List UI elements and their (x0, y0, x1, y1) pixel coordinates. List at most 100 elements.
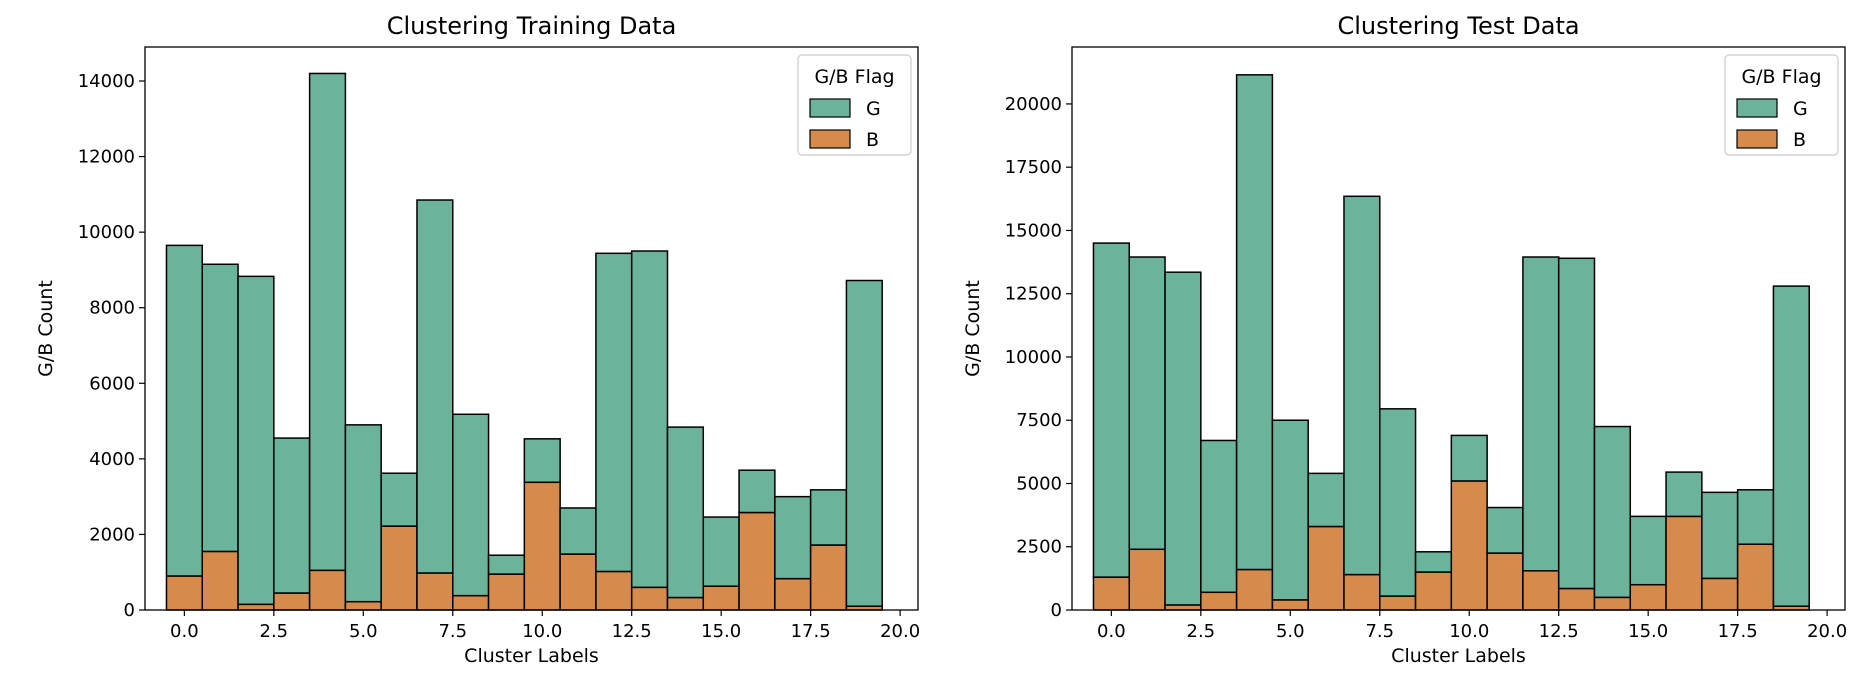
training-bar-b-11 (559, 553, 597, 611)
training-ytick-label-7: 14000 (78, 71, 135, 92)
training-bar-b-12 (595, 570, 633, 611)
test-bar-b-11 (1486, 552, 1524, 611)
training-legend-swatch-b (809, 129, 851, 149)
training-chart-panel: Clustering Training Data 0.0 2.5 5.0 7.5 10.0… (35, 12, 920, 667)
training-legend-swatch-g (809, 98, 851, 118)
test-bar-b-15 (1629, 583, 1667, 611)
test-bar-g-18 (1736, 489, 1775, 545)
test-bar-g-6 (1307, 472, 1345, 528)
training-bar-g-14 (666, 426, 705, 599)
test-xtick-label-1: 2.5 (1187, 621, 1216, 642)
training-bar-b-5 (344, 600, 382, 611)
test-ytick-label-0: 0 (1051, 600, 1062, 621)
training-bar-g-12 (595, 252, 633, 573)
training-bar-b-0 (165, 575, 204, 611)
test-bar-b-0 (1092, 576, 1131, 611)
test-bar-b-18 (1736, 543, 1775, 611)
test-bar-b-10 (1450, 480, 1488, 611)
test-xtick-label-5: 12.5 (1539, 621, 1579, 642)
test-legend-label-b: B (1793, 129, 1806, 151)
test-legend: G/B Flag GB (1724, 54, 1839, 156)
training-bar-g-0 (165, 244, 204, 577)
training-bar-b-13 (630, 586, 669, 611)
test-bar-g-17 (1701, 491, 1739, 580)
training-bar-b-17 (774, 577, 812, 611)
training-xtick-label-4: 10.0 (522, 621, 562, 642)
test-bar-g-14 (1593, 425, 1632, 599)
training-bar-g-18 (809, 489, 848, 546)
training-bar-b-16 (738, 511, 776, 611)
training-bar-b-7 (416, 572, 454, 611)
test-ytick-label-3: 7500 (1016, 410, 1062, 431)
training-legend-label-g: G (866, 98, 881, 120)
training-bar-g-19 (845, 279, 883, 607)
test-legend-title: G/B Flag (1741, 66, 1821, 88)
training-bar-g-4 (308, 72, 347, 572)
training-xtick-label-6: 15.0 (701, 621, 741, 642)
training-ytick-label-0: 0 (124, 600, 135, 621)
training-axes-frame (144, 46, 919, 611)
training-ytick-label-3: 6000 (89, 373, 135, 394)
training-bar-b-1 (201, 550, 239, 611)
training-ytick-label-1: 2000 (89, 524, 135, 545)
training-bar-b-6 (380, 525, 418, 611)
training-bar-b-9 (487, 573, 526, 611)
test-ytick-label-6: 15000 (1005, 220, 1062, 241)
training-bar-b-3 (273, 592, 311, 611)
training-xtick-label-2: 5.0 (349, 621, 378, 642)
test-chart-title: Clustering Test Data (1337, 12, 1579, 40)
training-xtick-label-1: 2.5 (260, 621, 289, 642)
test-ytick-label-4: 10000 (1005, 347, 1062, 368)
test-bar-g-9 (1414, 551, 1453, 573)
test-bar-g-0 (1092, 242, 1131, 578)
test-bar-b-14 (1593, 596, 1632, 611)
training-ytick-label-4: 8000 (89, 298, 135, 319)
test-legend-label-g: G (1793, 98, 1808, 120)
test-axes-frame (1071, 46, 1846, 611)
training-bar-g-15 (702, 516, 740, 587)
training-bar-g-13 (630, 250, 669, 589)
test-bar-b-13 (1557, 587, 1596, 611)
test-bar-b-2 (1164, 604, 1202, 611)
training-bar-g-1 (201, 263, 239, 553)
test-bar-b-1 (1128, 548, 1166, 611)
training-bars (165, 72, 883, 611)
training-xtick-label-8: 20.0 (880, 621, 920, 642)
training-xtick-label-5: 12.5 (612, 621, 652, 642)
training-bar-g-3 (273, 437, 311, 594)
training-bar-g-16 (738, 469, 776, 514)
training-legend-label-b: B (866, 129, 879, 151)
test-bar-g-2 (1164, 271, 1202, 606)
test-legend-swatch-g (1736, 98, 1778, 118)
test-xtick-label-8: 20.0 (1807, 621, 1847, 642)
training-ytick-label-2: 4000 (89, 449, 135, 470)
test-bar-g-16 (1665, 471, 1703, 518)
test-x-axis-label: Cluster Labels (1391, 645, 1526, 667)
test-bar-b-4 (1235, 568, 1274, 611)
test-chart-panel: Clustering Test Data 0.0 2.5 5.0 7.5 10.0 12.5… (962, 12, 1847, 667)
training-bar-b-18 (809, 544, 848, 611)
training-legend-title: G/B Flag (814, 66, 894, 88)
test-bar-b-8 (1379, 595, 1417, 611)
test-bars (1092, 74, 1810, 611)
test-ytick-label-2: 5000 (1016, 473, 1062, 494)
training-bar-g-7 (416, 199, 454, 574)
test-bar-b-5 (1271, 599, 1309, 611)
training-ytick-label-5: 10000 (78, 222, 135, 243)
training-xtick-label-3: 7.5 (438, 621, 467, 642)
training-bar-b-15 (702, 585, 740, 611)
training-bar-b-4 (308, 569, 347, 611)
test-bar-b-16 (1665, 515, 1703, 611)
test-bar-g-4 (1235, 74, 1274, 571)
training-bar-g-6 (380, 472, 418, 527)
training-bar-g-9 (487, 554, 526, 575)
test-y-axis-label: G/B Count (962, 280, 984, 377)
test-bar-g-15 (1629, 515, 1667, 586)
test-ytick-label-8: 20000 (1005, 94, 1062, 115)
test-bar-g-19 (1772, 285, 1810, 607)
training-bar-g-2 (237, 275, 275, 606)
training-y-axis-label: G/B Count (35, 280, 57, 377)
test-ytick-label-7: 17500 (1005, 157, 1062, 178)
test-bar-g-5 (1271, 419, 1309, 601)
